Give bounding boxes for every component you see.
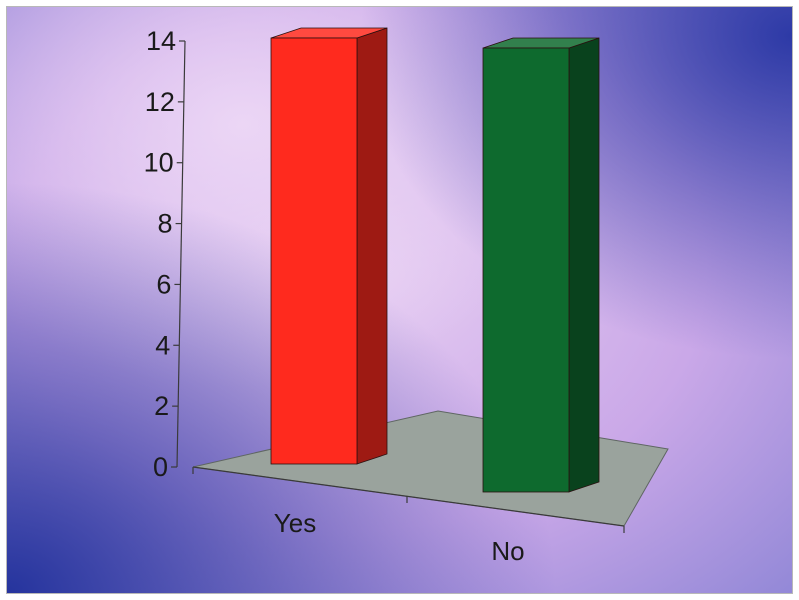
x-axis: Yes No [192, 466, 625, 566]
y-axis: 0 2 4 6 8 10 12 14 [144, 26, 186, 482]
y-tick-label: 8 [158, 209, 173, 239]
bar-no [482, 37, 600, 493]
x-tick-label: No [491, 536, 524, 566]
y-tick-label: 6 [156, 269, 171, 299]
y-tick-label: 14 [146, 26, 176, 56]
bar-side-face [568, 37, 600, 493]
x-tick-label: Yes [274, 508, 316, 538]
bar-front-face [270, 37, 358, 465]
y-tick-label: 0 [153, 452, 168, 482]
y-tick-label: 12 [145, 87, 175, 117]
bar-side-face [356, 27, 388, 465]
y-tick-label: 4 [155, 330, 170, 360]
chart-background [7, 7, 792, 593]
bar-front-face [482, 47, 570, 493]
bar-chart: 0 2 4 6 8 10 12 14 Yes No [7, 7, 792, 593]
y-axis-line [176, 40, 186, 468]
bar-series [270, 27, 600, 493]
y-tick-label: 2 [154, 391, 169, 421]
bar-yes [270, 27, 388, 465]
y-tick-label: 10 [144, 148, 174, 178]
chart-frame: 0 2 4 6 8 10 12 14 Yes No [6, 6, 793, 594]
x-axis-line [192, 466, 625, 527]
